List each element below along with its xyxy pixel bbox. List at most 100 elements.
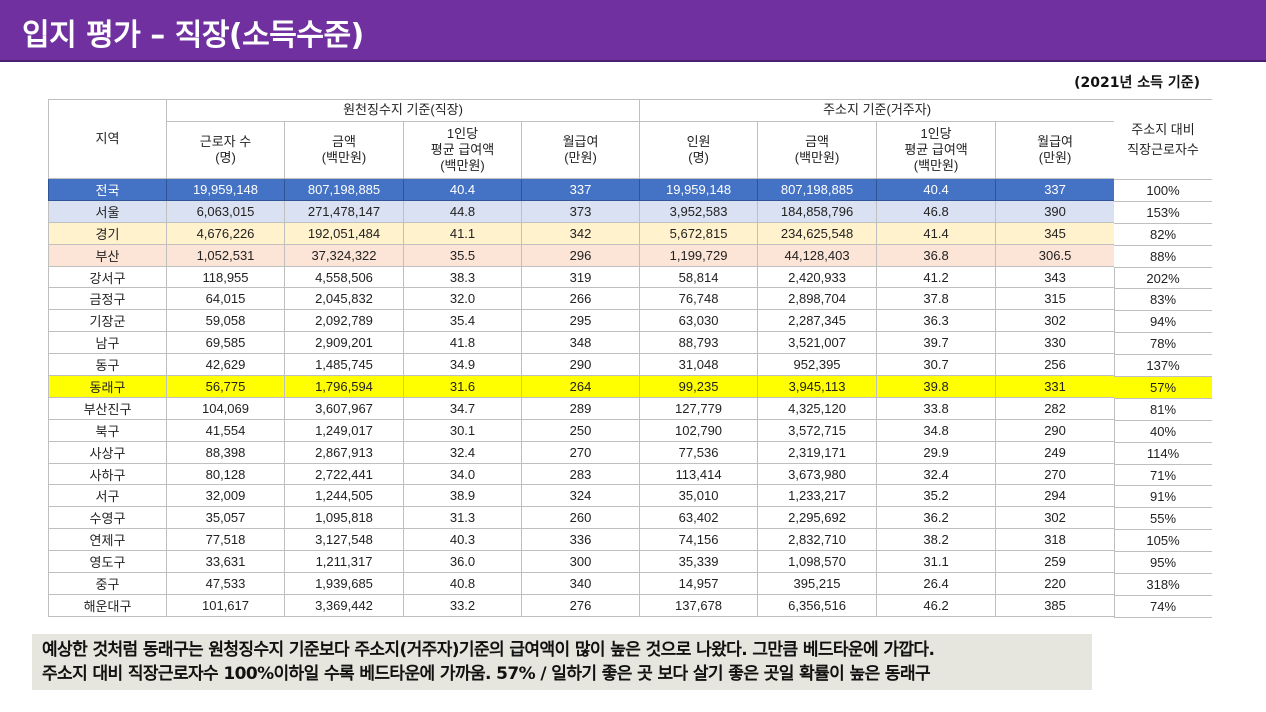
withholding-workers-cell: 64,015 (166, 287, 285, 311)
withholding-workers-cell: 1,052,531 (166, 243, 285, 267)
withholding-col-header: 금액 (백만원) (284, 121, 404, 179)
ratio-cell: 57% (1114, 376, 1212, 399)
ratio-cell: 114% (1114, 441, 1212, 465)
withholding-amount-cell: 1,095,818 (284, 506, 404, 530)
residence-amount-cell: 44,128,403 (757, 243, 878, 267)
withholding-avg-cell: 35.5 (403, 243, 522, 267)
region-cell: 서울 (48, 199, 167, 223)
salary-table: 지역 원천징수지 기준(직장) 주소지 기준(거주자) 근로자 수 (명) 금액 … (48, 99, 1116, 617)
residence-avg-cell: 39.7 (876, 331, 997, 355)
residence-col-header: 인원 (명) (639, 121, 759, 179)
residence-avg-cell: 39.8 (876, 375, 997, 398)
table-row: 남구 69,585 2,909,201 41.8 348 88,793 3,521,007 3… (48, 331, 1116, 355)
residence-avg-cell: 35.2 (876, 484, 997, 508)
ratio-row: 55% (1114, 507, 1212, 531)
residence-monthly-cell: 282 (995, 396, 1116, 420)
table-row: 해운대구 101,617 3,369,442 33.2 276 137,678 6,356,… (48, 593, 1116, 617)
withholding-avg-cell: 34.9 (403, 353, 522, 377)
region-cell: 전국 (48, 178, 167, 201)
residence-amount-cell: 2,319,171 (757, 440, 878, 464)
residence-avg-cell: 40.4 (876, 178, 997, 201)
residence-people-cell: 63,402 (639, 506, 759, 530)
withholding-monthly-cell: 337 (520, 178, 641, 201)
withholding-amount-cell: 1,249,017 (284, 418, 404, 442)
withholding-amount-cell: 1,244,505 (284, 484, 404, 508)
residence-group-header: 주소지 기준(거주자) (639, 99, 1116, 122)
table-row: 전국 19,959,148 807,198,885 40.4 337 19,959,148… (48, 178, 1116, 201)
withholding-workers-cell: 56,775 (166, 375, 285, 398)
ratio-cell: 82% (1114, 222, 1212, 246)
residence-monthly-cell: 290 (995, 418, 1116, 442)
residence-avg-cell: 36.8 (876, 243, 997, 267)
withholding-monthly-cell: 276 (520, 593, 641, 617)
residence-monthly-cell: 302 (995, 309, 1116, 333)
withholding-workers-cell: 80,128 (166, 462, 285, 486)
withholding-avg-cell: 34.7 (403, 396, 522, 420)
ratio-row: 71% (1114, 463, 1212, 487)
withholding-monthly-cell: 250 (520, 418, 641, 442)
residence-people-cell: 35,339 (639, 550, 759, 574)
withholding-workers-cell: 41,554 (166, 418, 285, 442)
residence-col-header: 월급여 (만원) (995, 121, 1116, 179)
residence-avg-cell: 32.4 (876, 462, 997, 486)
residence-amount-cell: 6,356,516 (757, 593, 878, 617)
residence-avg-cell: 31.1 (876, 550, 997, 574)
residence-amount-cell: 2,287,345 (757, 309, 878, 333)
withholding-group-header: 원천징수지 기준(직장) (165, 99, 641, 122)
table-row: 서구 32,009 1,244,505 38.9 324 35,010 1,233,217 3… (48, 484, 1116, 508)
region-cell: 기장군 (48, 309, 167, 333)
region-cell: 부산 (48, 243, 167, 267)
withholding-monthly-cell: 300 (520, 550, 641, 574)
ratio-header: 주소지 대비 직장근로자수 (1114, 99, 1212, 180)
withholding-workers-cell: 59,058 (166, 309, 285, 333)
residence-amount-cell: 395,215 (757, 572, 878, 595)
withholding-monthly-cell: 342 (520, 221, 641, 245)
residence-monthly-cell: 294 (995, 484, 1116, 508)
residence-amount-cell: 2,420,933 (757, 265, 878, 289)
residence-amount-cell: 3,521,007 (757, 331, 878, 355)
withholding-amount-cell: 1,485,745 (284, 353, 404, 377)
residence-amount-cell: 3,572,715 (757, 418, 878, 442)
withholding-avg-cell: 36.0 (403, 550, 522, 574)
withholding-monthly-cell: 260 (520, 506, 641, 530)
withholding-monthly-cell: 373 (520, 199, 641, 223)
residence-amount-cell: 3,673,980 (757, 462, 878, 486)
withholding-col-header: 1인당 평균 급여액 (백만원) (403, 121, 522, 179)
residence-avg-cell: 33.8 (876, 396, 997, 420)
ratio-row: 94% (1114, 310, 1212, 334)
ratio-cell: 94% (1114, 310, 1212, 334)
ratio-cell: 78% (1114, 332, 1212, 356)
withholding-avg-cell: 40.8 (403, 572, 522, 595)
withholding-workers-cell: 104,069 (166, 396, 285, 420)
withholding-amount-cell: 1,796,594 (284, 375, 404, 398)
residence-monthly-cell: 385 (995, 593, 1116, 617)
table-row: 경기 4,676,226 192,051,484 41.1 342 5,672,815 23… (48, 221, 1116, 245)
ratio-cell: 55% (1114, 507, 1212, 531)
region-cell: 서구 (48, 484, 167, 508)
table-row: 강서구 118,955 4,558,506 38.3 319 58,814 2,420,93… (48, 265, 1116, 289)
withholding-workers-cell: 69,585 (166, 331, 285, 355)
withholding-amount-cell: 1,211,317 (284, 550, 404, 574)
withholding-amount-cell: 3,607,967 (284, 396, 404, 420)
ratio-cell: 71% (1114, 463, 1212, 487)
region-cell: 해운대구 (48, 593, 167, 617)
residence-people-cell: 63,030 (639, 309, 759, 333)
withholding-amount-cell: 2,909,201 (284, 331, 404, 355)
withholding-col-header: 근로자 수 (명) (166, 121, 285, 179)
residence-amount-cell: 3,945,113 (757, 375, 878, 398)
ratio-cell: 74% (1114, 594, 1212, 618)
residence-people-cell: 3,952,583 (639, 199, 759, 223)
withholding-amount-cell: 807,198,885 (284, 178, 404, 201)
withholding-workers-cell: 32,009 (166, 484, 285, 508)
ratio-row: 81% (1114, 397, 1212, 421)
region-cell: 사상구 (48, 440, 167, 464)
residence-people-cell: 102,790 (639, 418, 759, 442)
ratio-row: 114% (1114, 441, 1212, 465)
residence-monthly-cell: 249 (995, 440, 1116, 464)
residence-people-cell: 35,010 (639, 484, 759, 508)
withholding-amount-cell: 2,722,441 (284, 462, 404, 486)
withholding-monthly-cell: 270 (520, 440, 641, 464)
residence-people-cell: 31,048 (639, 353, 759, 377)
residence-monthly-cell: 259 (995, 550, 1116, 574)
residence-avg-cell: 37.8 (876, 287, 997, 311)
